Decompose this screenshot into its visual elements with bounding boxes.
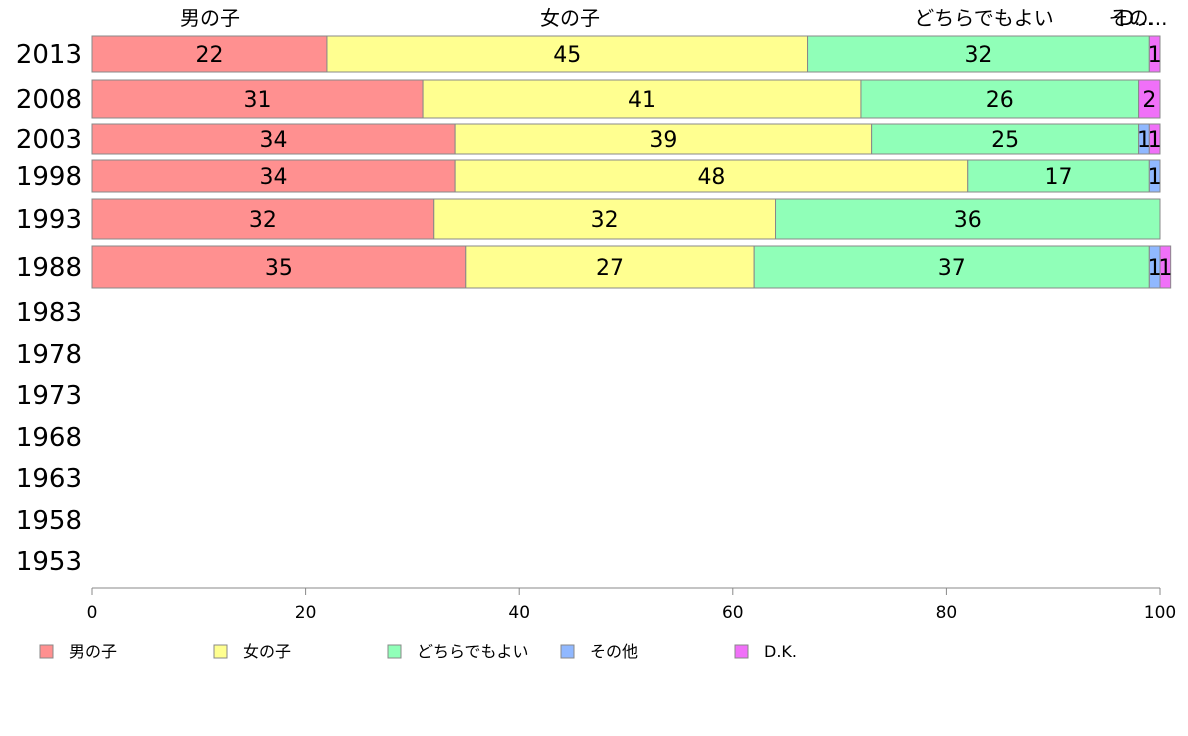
bar-segment (326, 35, 809, 73)
bar-value-label: 48 (697, 165, 725, 190)
x-tick-label: 20 (295, 603, 317, 623)
bar-value-label: 1 (1148, 128, 1162, 153)
bar-value-label: 25 (991, 128, 1019, 153)
year-label: 2008 (16, 85, 82, 115)
year-label: 1978 (16, 340, 82, 370)
bar-value-label: 34 (260, 165, 288, 190)
column-headers: 男の子 女の子 どちらでもよい その...D... (180, 6, 1168, 30)
bar-value-label: 32 (591, 208, 619, 233)
bar-segment (1138, 79, 1161, 119)
column-header: その... (1108, 6, 1167, 30)
legend: 男の子 女の子 どちらでもよい その他 D.K. (39, 642, 797, 661)
year-label: 1993 (16, 205, 82, 235)
column-header: 女の子 (540, 6, 600, 30)
column-header: 男の子 (180, 6, 240, 30)
bar-segment (454, 123, 873, 155)
bar-segment (433, 198, 777, 240)
legend-swatch (39, 644, 54, 659)
bar-segment (454, 159, 969, 193)
bar-value-label: 17 (1045, 165, 1073, 190)
legend-label: どちらでもよい (417, 642, 529, 661)
bar-value-label: 32 (249, 208, 277, 233)
bar-value-label: 1 (1148, 256, 1162, 281)
x-tick-label: 80 (936, 603, 958, 623)
bar-value-label: 2 (1142, 88, 1156, 113)
year-label: 1963 (16, 464, 82, 494)
bar-segment (91, 35, 328, 73)
x-tick-label: 60 (722, 603, 744, 623)
bar-value-label: 36 (954, 208, 982, 233)
year-label: 1973 (16, 381, 82, 411)
bar-value-label: 34 (260, 128, 288, 153)
x-tick-label: 0 (87, 603, 98, 623)
bar-value-label: 1 (1137, 128, 1151, 153)
year-labels: 2013 2008 2003 1998 1993 1988 1983 1978 1973 1968… (16, 40, 82, 577)
bar-segment (91, 198, 435, 240)
year-label: 2003 (16, 125, 82, 155)
bar-segment (1148, 159, 1161, 193)
bar-value-label: 35 (265, 256, 293, 281)
year-label: 1988 (16, 253, 82, 283)
bar-value-label: 45 (553, 43, 581, 68)
year-label: 1958 (16, 506, 82, 536)
bar-segment (807, 35, 1150, 73)
bar-segment (91, 123, 456, 155)
legend-label: 男の子 (69, 642, 117, 661)
bar-value-label: 41 (628, 88, 656, 113)
bar-value-label: 1 (1148, 43, 1162, 68)
bar-segment (1148, 35, 1161, 73)
year-label: 1953 (16, 547, 82, 577)
bar-segment (967, 159, 1150, 193)
bar-segment (753, 245, 1150, 289)
bar-segment (1159, 245, 1172, 289)
year-label: 1998 (16, 162, 82, 192)
legend-label: その他 (590, 642, 638, 661)
legend-label: 女の子 (243, 642, 291, 661)
bar-value-label: 37 (938, 256, 966, 281)
x-axis: 0 20 40 60 80 100 (87, 587, 1176, 623)
bar-segment (91, 159, 456, 193)
legend-swatch (734, 644, 749, 659)
x-tick-label: 40 (508, 603, 530, 623)
legend-swatch (560, 644, 575, 659)
bar-segment (1148, 123, 1161, 155)
bar-value-label: 39 (649, 128, 677, 153)
bar-segment (775, 198, 1161, 240)
bar-value-label: 26 (986, 88, 1014, 113)
bar-value-label: 1 (1148, 165, 1162, 190)
x-tick-label: 100 (1144, 603, 1176, 623)
bar-value-label: 27 (596, 256, 624, 281)
bar-value-label: 22 (195, 43, 223, 68)
year-label: 1968 (16, 423, 82, 453)
column-header: D... (1119, 6, 1153, 30)
column-header: どちらでもよい (914, 6, 1053, 30)
bar-value-label: 31 (244, 88, 272, 113)
bar-segment (422, 79, 862, 119)
legend-swatch (387, 644, 402, 659)
year-label: 1983 (16, 298, 82, 328)
bar-segment (91, 79, 424, 119)
bar-segment (860, 79, 1140, 119)
year-label: 2013 (16, 40, 82, 70)
bar-value-label: 32 (964, 43, 992, 68)
bar-segment (465, 245, 755, 289)
legend-swatch (213, 644, 228, 659)
bar-value-label: 1 (1158, 256, 1172, 281)
bar-segment (91, 245, 467, 289)
legend-label: D.K. (764, 642, 797, 661)
